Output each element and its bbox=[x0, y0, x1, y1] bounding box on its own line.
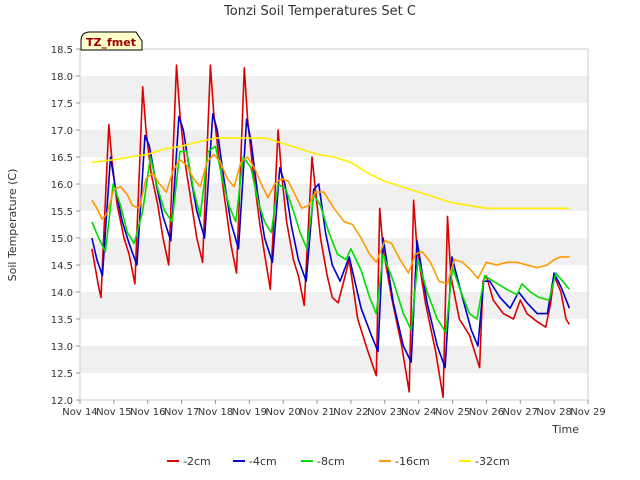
x-tick-label: Nov 21 bbox=[299, 407, 334, 418]
legend-item: -4cm bbox=[233, 455, 277, 468]
y-axis-label: Soil Temperature (C) bbox=[6, 169, 19, 282]
legend-label: -8cm bbox=[317, 455, 345, 468]
legend-item: -8cm bbox=[301, 455, 345, 468]
x-tick-label: Nov 14 bbox=[62, 407, 97, 418]
x-tick-label: Nov 15 bbox=[96, 407, 131, 418]
series-line-32cm bbox=[91, 137, 570, 210]
x-tick-label: Nov 28 bbox=[536, 407, 571, 418]
legend: -2cm -4cm -8cm -16cm -32cm bbox=[167, 455, 510, 468]
y-axis-ticks: 12.0 12.5 13.0 13.5 14.0 14.5 15.0 15.5 16.0 16.5… bbox=[51, 45, 80, 407]
x-tick-label: Nov 27 bbox=[503, 407, 538, 418]
y-tick-label: 13.5 bbox=[51, 315, 73, 326]
y-tick-label: 14.5 bbox=[51, 261, 73, 272]
x-tick-label: Nov 18 bbox=[198, 407, 233, 418]
legend-item: -32cm bbox=[459, 455, 510, 468]
series-lines bbox=[91, 64, 571, 399]
grid-bands bbox=[80, 76, 588, 373]
x-axis-label: Time bbox=[551, 423, 579, 436]
grid-band bbox=[80, 346, 588, 373]
y-tick-label: 14.0 bbox=[51, 288, 73, 299]
plot-border bbox=[79, 48, 589, 401]
x-tick-label: Nov 26 bbox=[469, 407, 504, 418]
y-tick-label: 15.5 bbox=[51, 207, 73, 218]
series-line-4cm bbox=[91, 113, 571, 369]
legend-label: -16cm bbox=[395, 455, 430, 468]
y-tick-label: 16.5 bbox=[51, 153, 73, 164]
x-tick-label: Nov 24 bbox=[401, 407, 436, 418]
grid-band bbox=[80, 76, 588, 103]
legend-label: -32cm bbox=[475, 455, 510, 468]
tz-fmet-badge: TZ_fmet bbox=[80, 31, 143, 51]
legend-item: -2cm bbox=[167, 455, 211, 468]
x-tick-label: Nov 29 bbox=[570, 407, 605, 418]
badge-label: TZ_fmet bbox=[86, 36, 136, 49]
series-line-16cm bbox=[91, 153, 570, 285]
grid-band bbox=[80, 184, 588, 211]
legend-label: -2cm bbox=[183, 455, 211, 468]
x-tick-label: Nov 22 bbox=[333, 407, 368, 418]
chart-title: Tonzi Soil Temperatures Set C bbox=[223, 4, 416, 19]
x-tick-label: Nov 23 bbox=[367, 407, 402, 418]
grid-band bbox=[80, 130, 588, 157]
x-tick-label: Nov 19 bbox=[232, 407, 267, 418]
x-tick-label: Nov 20 bbox=[265, 407, 300, 418]
legend-item: -16cm bbox=[379, 455, 430, 468]
y-tick-label: 15.0 bbox=[51, 234, 73, 245]
y-tick-label: 13.0 bbox=[51, 342, 73, 353]
grid-band bbox=[80, 238, 588, 265]
y-tick-label: 12.5 bbox=[51, 369, 73, 380]
y-tick-label: 16.0 bbox=[51, 180, 73, 191]
y-tick-label: 12.0 bbox=[51, 396, 73, 407]
x-tick-label: Nov 16 bbox=[130, 407, 165, 418]
y-tick-label: 18.0 bbox=[51, 72, 73, 83]
legend-label: -4cm bbox=[249, 455, 277, 468]
y-tick-label: 18.5 bbox=[51, 45, 73, 56]
y-tick-label: 17.5 bbox=[51, 99, 73, 110]
x-tick-label: Nov 25 bbox=[435, 407, 470, 418]
x-tick-label: Nov 17 bbox=[164, 407, 199, 418]
y-tick-label: 17.0 bbox=[51, 126, 73, 137]
plot-background bbox=[80, 49, 588, 400]
